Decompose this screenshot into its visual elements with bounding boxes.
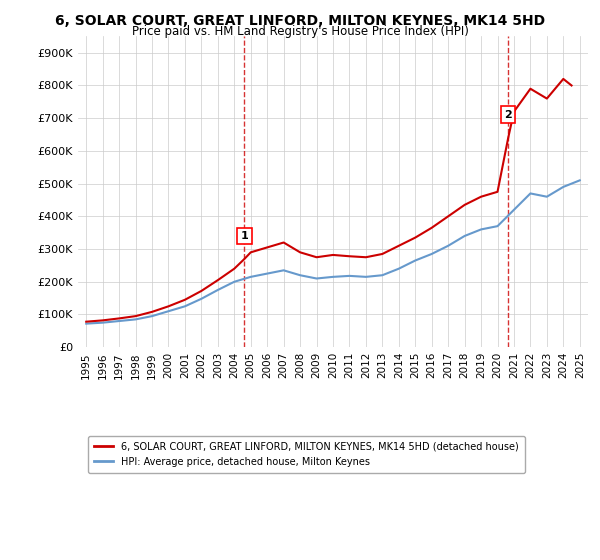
Text: 6, SOLAR COURT, GREAT LINFORD, MILTON KEYNES, MK14 5HD: 6, SOLAR COURT, GREAT LINFORD, MILTON KE… xyxy=(55,14,545,28)
Text: 1: 1 xyxy=(241,231,248,241)
Text: 2: 2 xyxy=(505,110,512,120)
Text: Price paid vs. HM Land Registry's House Price Index (HPI): Price paid vs. HM Land Registry's House … xyxy=(131,25,469,38)
Legend: 6, SOLAR COURT, GREAT LINFORD, MILTON KEYNES, MK14 5HD (detached house), HPI: Av: 6, SOLAR COURT, GREAT LINFORD, MILTON KE… xyxy=(88,436,524,473)
